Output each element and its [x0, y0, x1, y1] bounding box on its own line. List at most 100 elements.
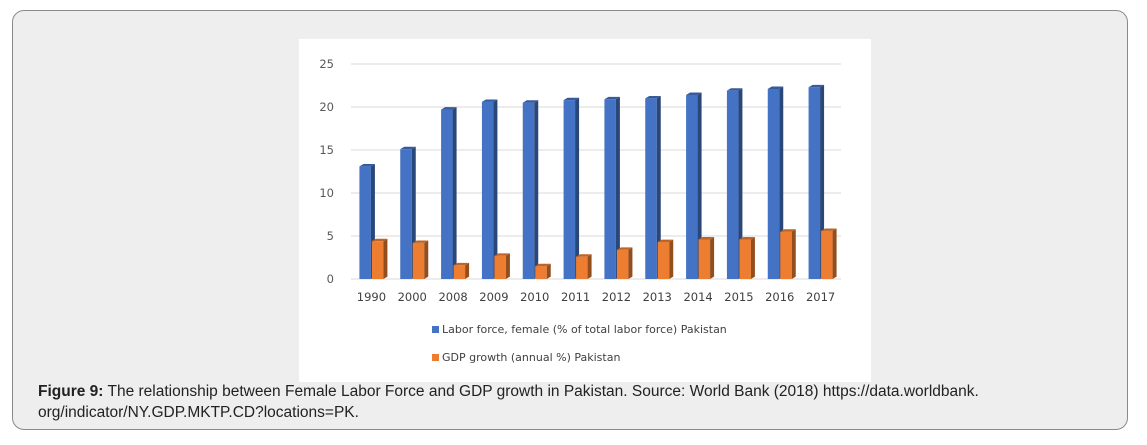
- bar-front: [686, 94, 698, 280]
- legend-item: GDP growth (annual %) Pakistan: [432, 351, 620, 364]
- bar-front: [400, 149, 412, 279]
- bar-front: [441, 109, 453, 279]
- bar-front: [604, 99, 616, 279]
- bar-side: [493, 99, 498, 279]
- bar-top: [686, 92, 702, 95]
- x-tick-label: 2012: [602, 290, 631, 304]
- bar: [412, 240, 429, 279]
- x-tick-label: 2014: [683, 290, 712, 304]
- bar-front: [739, 239, 751, 279]
- bar-top: [359, 163, 375, 167]
- chart-area: 0 5 10 15 20 25 1990 2000 2008 2009 2010 2011 2012 2…: [299, 39, 871, 382]
- bar-top: [441, 107, 457, 110]
- bar-top: [604, 96, 620, 100]
- bar: [739, 237, 755, 279]
- bar: [522, 100, 539, 279]
- bar-side: [750, 237, 755, 279]
- bar-front: [576, 256, 588, 279]
- legend-label: GDP growth (annual %) Pakistan: [442, 351, 620, 364]
- x-tick-label: 2010: [520, 290, 549, 304]
- legend: Labor force, female (% of total labor fo…: [432, 323, 727, 364]
- bar: [686, 92, 702, 280]
- bar-top: [522, 100, 539, 103]
- bar: [453, 262, 470, 279]
- bar-top: [645, 96, 661, 99]
- bar: [657, 239, 674, 279]
- y-axis-ticks: 0 5 10 15 20 25: [319, 57, 334, 286]
- bar: [821, 228, 837, 279]
- bar-top: [657, 239, 674, 243]
- x-tick-label: 2015: [724, 290, 753, 304]
- bars: [359, 84, 837, 280]
- bar: [481, 99, 498, 279]
- bar: [441, 107, 457, 280]
- bar: [563, 97, 580, 279]
- bar-front: [371, 241, 384, 279]
- bar: [494, 253, 510, 279]
- bar-front: [767, 88, 780, 279]
- bar-top: [808, 84, 825, 88]
- y-tick-label: 15: [319, 143, 334, 157]
- bar-top: [739, 237, 755, 240]
- x-tick-label: 2016: [765, 290, 794, 304]
- bar-front: [522, 102, 535, 279]
- bar-top: [563, 97, 580, 101]
- bar: [604, 96, 620, 279]
- bar-front: [494, 255, 506, 279]
- bar-front: [808, 87, 821, 279]
- bar-side: [383, 238, 388, 279]
- bar: [698, 237, 715, 279]
- bar-top: [371, 238, 388, 242]
- bar-top: [821, 228, 837, 231]
- bar-top: [698, 237, 715, 240]
- bar-side: [505, 253, 510, 279]
- bar-side: [615, 96, 620, 279]
- figure-container: 0 5 10 15 20 25 1990 2000 2008 2009 2010 2011 2012 2…: [12, 10, 1128, 430]
- bar-top: [576, 254, 592, 257]
- x-tick-label: 2008: [438, 290, 467, 304]
- x-tick-label: 2000: [398, 290, 427, 304]
- bar-side: [669, 239, 674, 279]
- y-tick-label: 25: [319, 57, 334, 71]
- bar-top: [494, 253, 510, 256]
- bar-top: [412, 240, 429, 243]
- bar-side: [465, 262, 470, 279]
- bar: [645, 96, 661, 280]
- legend-swatch: [432, 326, 439, 333]
- bar-chart: 0 5 10 15 20 25 1990 2000 2008 2009 2010 2011 2012 2…: [319, 57, 841, 364]
- legend-item: Labor force, female (% of total labor fo…: [432, 323, 727, 336]
- bar-front: [481, 101, 494, 279]
- bar-side: [575, 97, 580, 279]
- bar: [616, 247, 633, 279]
- bar-front: [563, 100, 576, 279]
- bar-side: [738, 88, 743, 279]
- bar-top: [616, 247, 633, 250]
- bar-front: [616, 249, 629, 279]
- bar-top: [726, 88, 743, 91]
- bar-front: [359, 166, 371, 279]
- bar-top: [400, 146, 416, 150]
- bar-side: [697, 92, 702, 279]
- bar-top: [481, 99, 498, 102]
- bar-side: [587, 254, 592, 279]
- caption-text: The relationship between Female Labor Fo…: [103, 383, 979, 400]
- bar: [576, 254, 592, 279]
- x-tick-label: 1990: [357, 290, 386, 304]
- bar-front: [535, 266, 547, 279]
- bar: [726, 88, 743, 279]
- y-tick-label: 10: [319, 186, 334, 200]
- caption-label: Figure 9:: [38, 383, 104, 400]
- bar-side: [710, 237, 715, 279]
- x-tick-label: 2017: [806, 290, 835, 304]
- bar-side: [656, 96, 661, 279]
- bar-side: [628, 247, 633, 279]
- legend-label: Labor force, female (% of total labor fo…: [442, 323, 727, 336]
- caption-text-continued: org/indicator/NY.GDP.MKTP.CD?locations=P…: [38, 404, 359, 421]
- x-tick-label: 2011: [561, 290, 590, 304]
- y-tick-label: 20: [319, 100, 334, 114]
- bar-top: [453, 262, 470, 266]
- x-tick-label: 2013: [643, 290, 672, 304]
- bar-front: [698, 239, 711, 279]
- bar-top: [767, 86, 784, 89]
- bar-front: [645, 98, 657, 280]
